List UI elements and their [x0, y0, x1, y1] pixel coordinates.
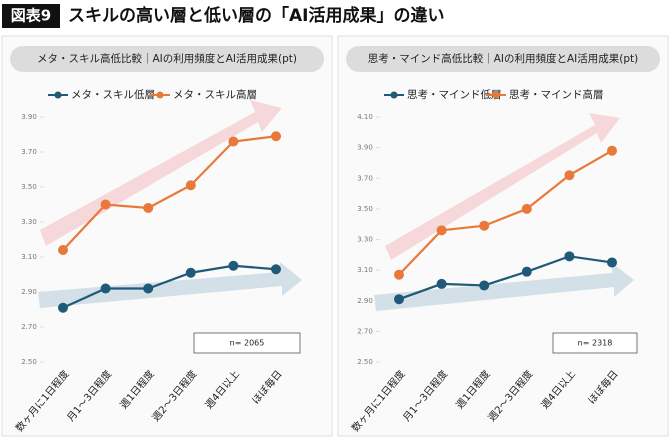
legend-label: 思考・マインド高層 — [509, 88, 604, 101]
data-point — [564, 251, 575, 262]
y-tick-label: 2.90 — [357, 297, 373, 305]
data-point — [58, 302, 68, 313]
data-point — [394, 269, 404, 280]
data-point — [607, 257, 617, 268]
data-point — [521, 266, 532, 277]
figure-title: スキルの高い層と低い層の「AI活用成果」の違い — [68, 5, 444, 26]
y-tick-label: 3.30 — [21, 218, 37, 226]
y-tick-label: 2.70 — [357, 327, 373, 335]
y-tick-label: 3.90 — [357, 144, 373, 152]
y-tick-label: 3.90 — [21, 113, 37, 121]
data-point — [521, 203, 532, 214]
y-tick-label: 3.10 — [357, 266, 373, 274]
panel-title: 思考・マインド高低比較｜AIの利用頻度とAI活用成果(pt) — [368, 52, 639, 65]
y-tick-label: 2.70 — [21, 323, 37, 331]
data-point — [564, 170, 575, 181]
panel — [337, 35, 669, 437]
data-point — [185, 180, 196, 191]
trend-arrow — [38, 262, 302, 308]
y-tick-label: 3.70 — [357, 174, 373, 182]
y-tick-label: 4.10 — [357, 113, 373, 121]
series-line — [398, 255, 613, 301]
data-point — [143, 203, 154, 213]
data-point — [394, 294, 404, 305]
data-point — [228, 136, 239, 147]
sample-size: n= 2065 — [230, 339, 265, 348]
series-line — [398, 149, 613, 276]
legend-marker — [54, 91, 62, 99]
sample-size: n= 2318 — [578, 339, 613, 348]
series-line — [62, 135, 277, 251]
panel-header — [346, 46, 660, 72]
note-box — [193, 332, 301, 354]
y-tick-label: 2.90 — [21, 288, 37, 296]
y-tick-label: 3.50 — [21, 183, 37, 191]
y-tick-label: 2.50 — [21, 358, 37, 366]
data-point — [271, 264, 281, 275]
trend-arrow — [374, 263, 634, 311]
legend-label: メタ・スキル低層 — [71, 88, 155, 101]
y-tick-label: 3.30 — [357, 236, 373, 244]
legend-marker — [492, 91, 500, 99]
data-point — [436, 225, 447, 236]
data-point — [100, 283, 111, 294]
y-tick-label: 3.50 — [357, 205, 373, 213]
panel-title: メタ・スキル高低比較｜AIの利用頻度とAI活用成果(pt) — [37, 52, 297, 65]
data-point — [271, 131, 281, 142]
legend-label: メタ・スキル高層 — [173, 88, 257, 101]
legend-marker — [390, 91, 398, 99]
y-tick-label: 3.70 — [21, 148, 37, 156]
series-line — [62, 264, 277, 309]
label-box — [2, 4, 60, 28]
legend-label: 思考・マインド低層 — [407, 88, 502, 101]
trend-arrow — [385, 113, 620, 260]
data-point — [479, 220, 490, 231]
data-point — [479, 280, 490, 291]
panel-header — [10, 46, 324, 72]
figure-label: 図表9 — [11, 7, 51, 25]
data-point — [607, 145, 617, 156]
data-point — [143, 283, 154, 294]
y-tick-label: 2.50 — [357, 358, 373, 366]
note-box — [552, 332, 638, 354]
data-point — [228, 260, 239, 271]
y-tick-label: 3.10 — [21, 253, 37, 261]
data-point — [58, 245, 68, 255]
legend-marker — [156, 91, 164, 99]
data-point — [100, 199, 111, 210]
data-point — [185, 267, 196, 278]
data-point — [436, 278, 447, 289]
